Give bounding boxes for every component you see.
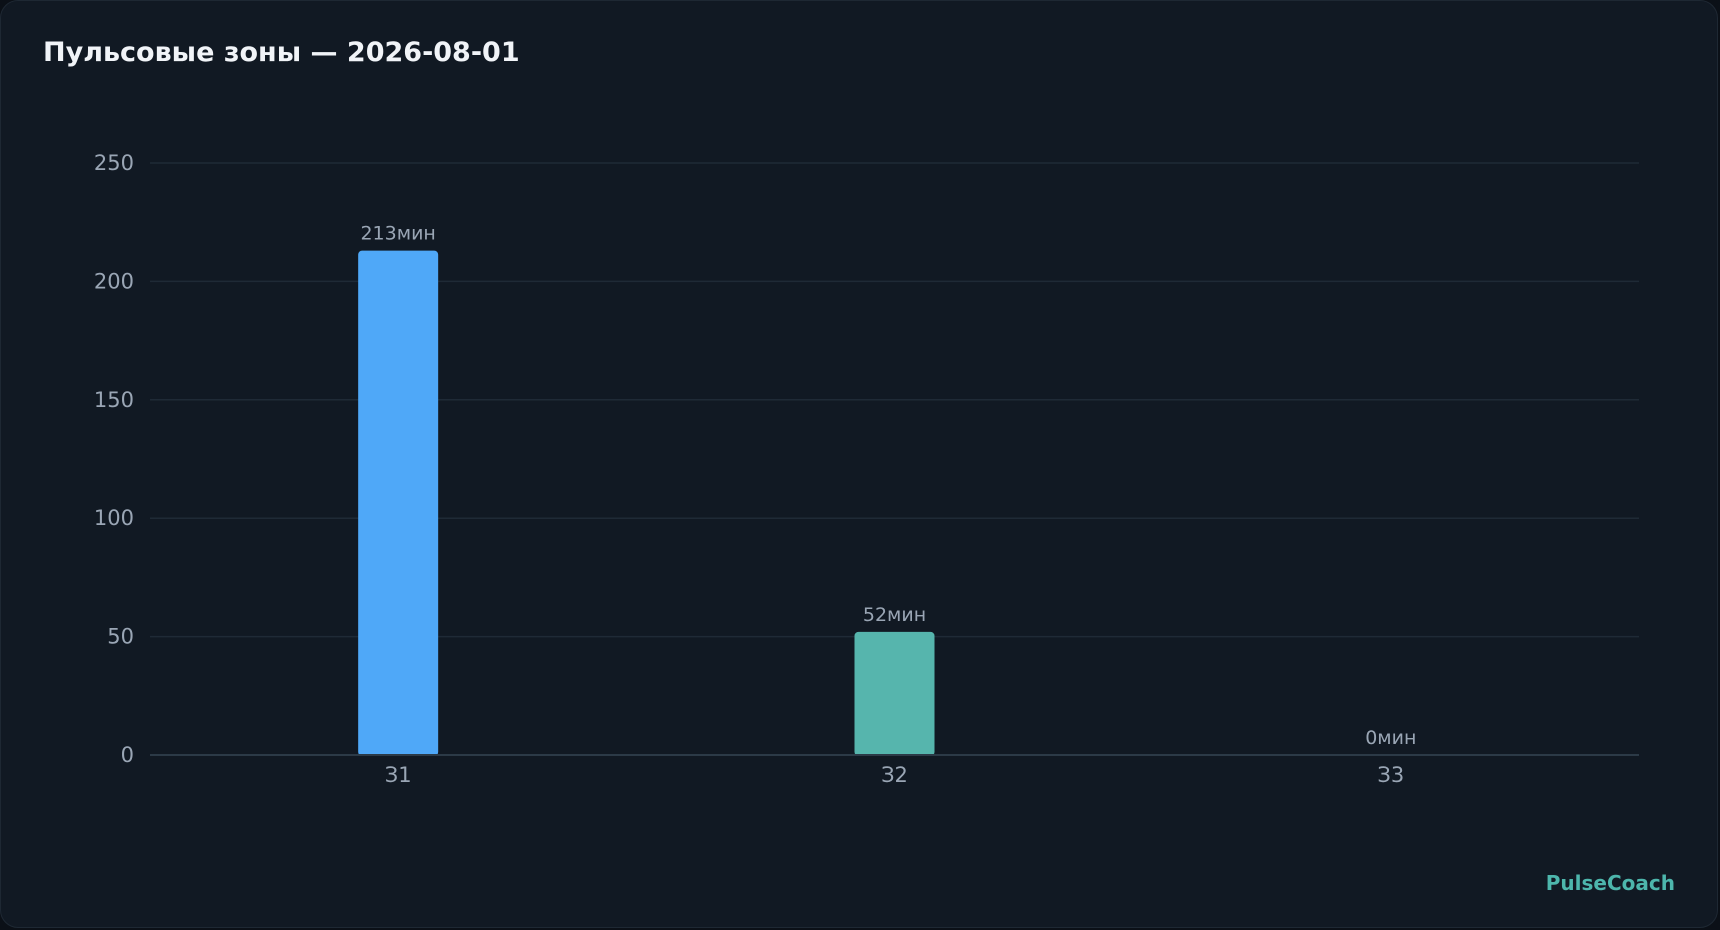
x-axis-ticks: З1 З2 З3 <box>385 763 1404 787</box>
page-title: Пульсовые зоны — 2026-08-01 <box>43 37 520 68</box>
value-label-2: 52мин <box>863 604 926 626</box>
y-tick-label: 200 <box>94 269 134 293</box>
y-tick-label: 250 <box>94 151 134 175</box>
value-labels: 213мин 52мин 0мин <box>360 223 1416 749</box>
y-tick-label: 100 <box>94 506 134 530</box>
bar-2 <box>854 631 935 756</box>
y-axis-ticks: 0 50 100 150 200 250 <box>94 151 134 767</box>
value-label-1: 213мин <box>360 223 435 245</box>
x-tick-label-3: З3 <box>1377 763 1404 787</box>
value-label-3: 0мин <box>1365 727 1416 749</box>
y-tick-label: 50 <box>107 625 134 649</box>
x-tick-label-1: З1 <box>385 763 412 787</box>
brand-logo: PulseCoach <box>1545 871 1675 895</box>
bar-1 <box>358 250 439 756</box>
x-tick-label-2: З2 <box>881 763 908 787</box>
y-tick-label: 0 <box>121 743 134 767</box>
bars <box>358 250 935 756</box>
y-tick-label: 150 <box>94 388 134 412</box>
